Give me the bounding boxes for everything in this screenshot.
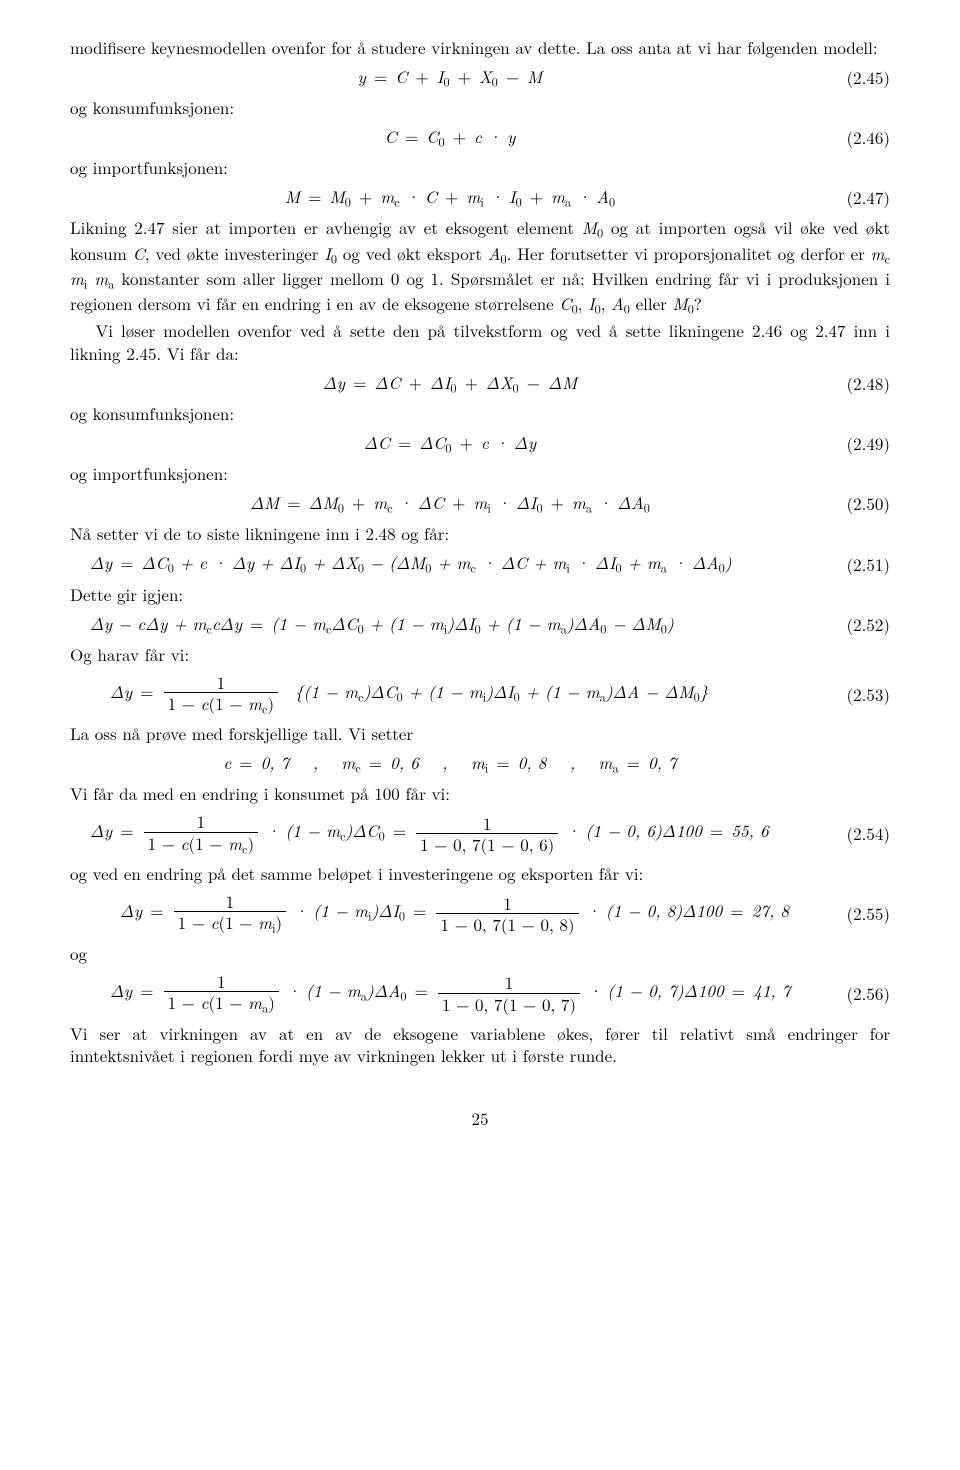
eq-body: Δy = ΔC0 + c · Δy + ΔI0 + ΔX0 − (ΔM0 + m…: [70, 551, 830, 576]
equation-2-53: Δy = 11 − c(1 − mc) {(1 − mc)ΔC0 + (1 − …: [70, 672, 890, 717]
text-konsumfunksjonen-1: og konsumfunksjonen:: [70, 96, 890, 119]
eq-number: (2.56): [830, 982, 890, 1005]
equation-2-45: y = C + I0 + X0 − M (2.45): [70, 65, 890, 90]
eq-body: C = C0 + c · y: [70, 125, 830, 150]
eq-body: Δy = 11 − c(1 − mc) {(1 − mc)ΔC0 + (1 − …: [70, 672, 830, 717]
eq-body: Δy = ΔC + ΔI0 + ΔX0 − ΔM: [70, 371, 830, 396]
equation-2-47: M = M0 + mc · C + mi · I0 + ma · A0 (2.4…: [70, 185, 890, 210]
eq-body: ΔM = ΔM0 + mc · ΔC + mi · ΔI0 + ma · ΔA0: [70, 491, 830, 516]
eq-number: (2.53): [830, 683, 890, 706]
paragraph-likning247: Likning 2.47 sier at importen er avhengi…: [70, 216, 890, 317]
eq-body: M = M0 + mc · C + mi · I0 + ma · A0: [70, 185, 830, 210]
equation-2-55: Δy = 11 − c(1 − mi) · (1 − mi)ΔI0 = 11 −…: [70, 891, 890, 936]
paragraph-conclusion: Vi ser at virkningen av at en av de ekso…: [70, 1022, 890, 1068]
equation-2-46: C = C0 + c · y (2.46): [70, 125, 890, 150]
eq-number: (2.49): [830, 432, 890, 455]
page-number: 25: [70, 1107, 890, 1130]
eq-number: (2.51): [830, 553, 890, 576]
paragraph-intro: modifisere keynesmodellen ovenfor for å …: [70, 36, 890, 59]
text-harav: Og harav får vi:: [70, 643, 890, 666]
equation-2-50: ΔM = ΔM0 + mc · ΔC + mi · ΔI0 + ma · ΔA0…: [70, 491, 890, 516]
eq-number: (2.55): [830, 902, 890, 925]
eq-number: (2.52): [830, 613, 890, 636]
eq-number: (2.48): [830, 372, 890, 395]
equation-2-49: ΔC = ΔC0 + c · Δy (2.49): [70, 431, 890, 456]
equation-2-51: Δy = ΔC0 + c · Δy + ΔI0 + ΔX0 − (ΔM0 + m…: [70, 551, 890, 576]
text-importfunksjonen-2: og importfunksjonen:: [70, 462, 890, 485]
equation-2-56: Δy = 11 − c(1 − ma) · (1 − ma)ΔA0 = 11 −…: [70, 971, 890, 1016]
paragraph-loser: Vi løser modellen ovenfor ved å sette de…: [70, 319, 890, 365]
eq-body: Δy = 11 − c(1 − ma) · (1 − ma)ΔA0 = 11 −…: [70, 971, 830, 1016]
text-setter-inn: Nå setter vi de to siste likningene inn …: [70, 522, 890, 545]
text-importfunksjonen-1: og importfunksjonen:: [70, 156, 890, 179]
text-prove-tall: La oss nå prøve med forskjellige tall. V…: [70, 722, 890, 745]
eq-body: Δy = 11 − c(1 − mc) · (1 − mc)ΔC0 = 11 −…: [70, 811, 830, 856]
eq-body: y = C + I0 + X0 − M: [70, 65, 830, 90]
text-konsumfunksjonen-2: og konsumfunksjonen:: [70, 402, 890, 425]
equation-2-52: Δy − cΔy + mccΔy = (1 − mcΔC0 + (1 − mi)…: [70, 612, 890, 637]
eq-body: Δy − cΔy + mccΔy = (1 − mcΔC0 + (1 − mi)…: [70, 612, 830, 637]
eq-body: ΔC = ΔC0 + c · Δy: [70, 431, 830, 456]
eq-body: c = 0, 7 , mc = 0, 6 , mi = 0, 8 , ma = …: [70, 751, 830, 776]
equation-values: c = 0, 7 , mc = 0, 6 , mi = 0, 8 , ma = …: [70, 751, 890, 776]
equation-2-54: Δy = 11 − c(1 − mc) · (1 − mc)ΔC0 = 11 −…: [70, 811, 890, 856]
eq-number: (2.50): [830, 492, 890, 515]
text-og: og: [70, 942, 890, 965]
text-endring-invest: og ved en endring på det samme beløpet i…: [70, 862, 890, 885]
eq-number: (2.54): [830, 822, 890, 845]
eq-number: (2.47): [830, 186, 890, 209]
text-endring-konsum: Vi får da med en endring i konsumet på 1…: [70, 782, 890, 805]
equation-2-48: Δy = ΔC + ΔI0 + ΔX0 − ΔM (2.48): [70, 371, 890, 396]
text-dette-gir: Dette gir igjen:: [70, 583, 890, 606]
eq-number: (2.46): [830, 126, 890, 149]
eq-number: (2.45): [830, 66, 890, 89]
eq-body: Δy = 11 − c(1 − mi) · (1 − mi)ΔI0 = 11 −…: [70, 891, 830, 936]
